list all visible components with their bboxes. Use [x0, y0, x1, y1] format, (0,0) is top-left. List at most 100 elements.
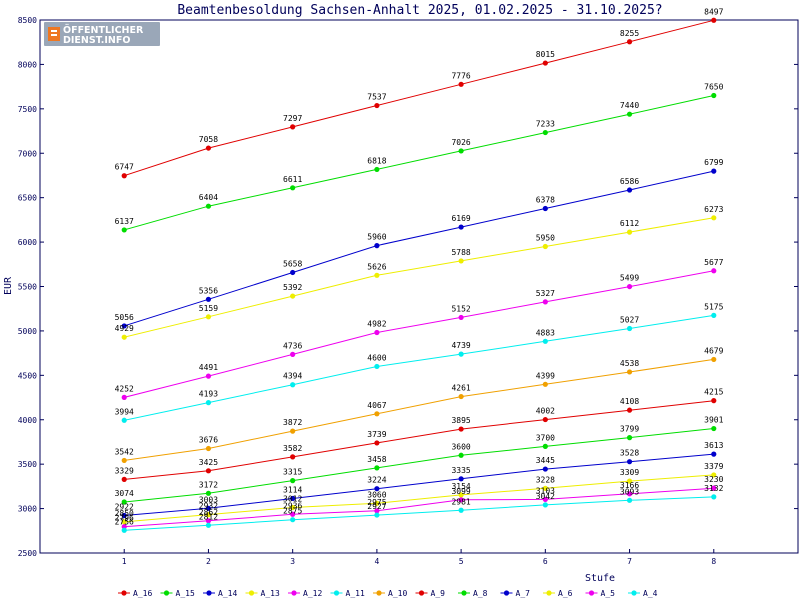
data-point [626, 369, 633, 375]
data-point [374, 411, 380, 417]
data-point [626, 497, 633, 503]
data-point [290, 124, 296, 130]
data-point [711, 485, 717, 491]
data-label: 3230 [704, 475, 723, 484]
data-point [205, 145, 212, 151]
data-point [205, 518, 212, 524]
x-tick-label: 5 [459, 557, 464, 566]
legend-label: A_15 [176, 589, 195, 598]
data-label: 4252 [115, 384, 134, 393]
data-point [542, 496, 548, 503]
x-tick-label: 4 [374, 557, 379, 566]
y-tick-label: 3000 [18, 505, 37, 514]
y-tick-label: 8500 [18, 16, 37, 25]
legend-item-a-8: A_8 [458, 589, 488, 598]
legend-label: A_8 [473, 589, 488, 598]
data-label: 4261 [451, 384, 470, 393]
data-label: 2875 [283, 507, 302, 516]
series-a-11 [121, 312, 717, 423]
legend-label: A_10 [388, 589, 407, 598]
data-label: 3700 [536, 433, 555, 442]
data-labels: 6747 7058 7297 7537 7776 8015 8255 8497 6137 6404… [115, 7, 724, 526]
data-label: 4491 [199, 363, 218, 372]
data-point [290, 495, 296, 502]
data-point [121, 476, 127, 482]
data-point [290, 293, 296, 299]
series-a-9 [121, 398, 717, 482]
data-point [542, 485, 548, 491]
series-line [124, 428, 714, 503]
legend-item-a-13: A_13 [245, 589, 280, 598]
legend-label: A_9 [431, 589, 446, 598]
data-label: 2812 [199, 512, 218, 521]
data-label: 6747 [115, 163, 134, 172]
data-label: 5056 [115, 313, 134, 322]
data-point [711, 312, 717, 318]
data-label: 2850 [115, 509, 134, 518]
data-label: 3600 [451, 442, 470, 451]
data-label: 6404 [199, 193, 218, 202]
data-point [458, 452, 464, 458]
data-point [205, 203, 212, 209]
legend-label: A_13 [261, 589, 280, 598]
data-point [290, 511, 296, 517]
legend-item-a-7: A_7 [500, 589, 530, 598]
data-label: 3172 [199, 480, 218, 489]
series-line [124, 270, 714, 398]
data-label: 4002 [536, 407, 555, 416]
data-point [458, 258, 464, 264]
data-point [626, 459, 633, 465]
chart-title: Beamtenbesoldung Sachsen-Anhalt 2025, 01… [177, 3, 662, 18]
x-tick-label: 3 [290, 557, 295, 566]
series-a-16 [121, 17, 717, 179]
legend-marker [291, 590, 297, 596]
data-point [711, 268, 717, 274]
data-label: 4739 [451, 341, 470, 350]
data-label: 3425 [199, 458, 218, 467]
data-label: 2862 [199, 508, 218, 517]
data-label: 6112 [620, 219, 639, 228]
legend-marker [333, 590, 340, 596]
data-point [374, 329, 380, 336]
data-label: 3309 [620, 468, 639, 477]
data-point [458, 351, 464, 357]
data-label: 5152 [451, 304, 470, 313]
data-point [121, 334, 127, 340]
legend: A_16 A_15 A_14 A_13 A_12 A_11 A_10 A_9 A_8 A_7 A_6… [118, 589, 658, 598]
legend-item-a-9: A_9 [415, 589, 446, 598]
data-point [290, 478, 296, 484]
data-point [626, 39, 633, 45]
data-label: 4394 [283, 372, 302, 381]
data-point [626, 478, 633, 484]
data-label: 5327 [536, 289, 555, 298]
data-label: 7058 [199, 135, 218, 144]
data-label: 4067 [367, 401, 386, 410]
data-point [542, 443, 548, 449]
data-label: 3739 [367, 430, 386, 439]
x-tick-label: 6 [543, 557, 548, 566]
data-label: 7297 [283, 114, 302, 123]
data-label: 5027 [620, 316, 639, 325]
y-axis: 2500 3000 3500 4000 4500 5000 5500 6000 6500 7000… [18, 16, 798, 558]
legend-marker [461, 590, 467, 596]
data-point [121, 527, 127, 533]
data-point [458, 497, 464, 503]
legend-item-a-4: A_4 [628, 589, 658, 598]
x-tick-label: 8 [711, 557, 716, 566]
data-point [290, 517, 296, 523]
data-point [205, 505, 212, 511]
data-point [542, 129, 548, 136]
legend-marker [163, 590, 170, 596]
y-tick-label: 4500 [18, 371, 37, 380]
series-line [124, 453, 714, 516]
data-label: 7440 [620, 101, 639, 110]
data-label: 3103 [536, 486, 555, 495]
series-a-13 [121, 215, 717, 340]
data-point [374, 102, 380, 109]
data-point [626, 111, 633, 117]
data-point [711, 398, 717, 404]
legend-item-a-15: A_15 [160, 589, 195, 598]
data-label: 3799 [620, 425, 639, 434]
data-label: 2975 [367, 498, 386, 507]
